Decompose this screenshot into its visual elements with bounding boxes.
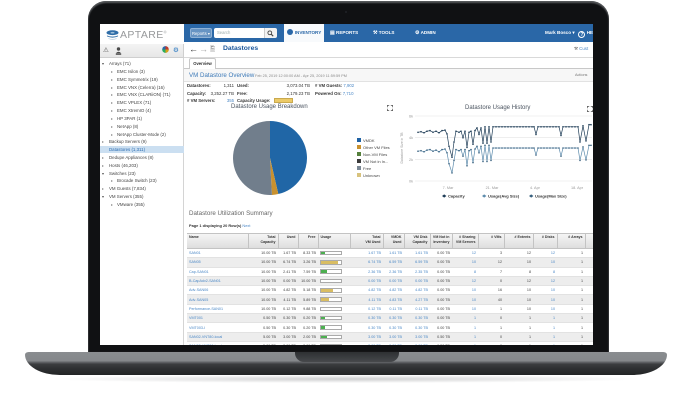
svg-text:18. Apr: 18. Apr	[571, 186, 584, 190]
svg-text:21. Mar: 21. Mar	[486, 186, 500, 190]
svg-text:7. Mar: 7. Mar	[443, 186, 454, 190]
svg-text:4. Apr: 4. Apr	[530, 186, 541, 190]
svg-text:6k: 6k	[409, 115, 413, 119]
svg-text:Capacity: Capacity	[448, 194, 465, 199]
svg-text:2k: 2k	[409, 158, 413, 162]
svg-text:Usage(Avg Size): Usage(Avg Size)	[488, 194, 520, 199]
svg-text:Datastore Size in TB: Datastore Size in TB	[400, 132, 404, 164]
svg-text:0k: 0k	[409, 180, 413, 184]
svg-text:4k: 4k	[409, 136, 413, 140]
svg-text:Usage(Max Size): Usage(Max Size)	[535, 194, 567, 199]
